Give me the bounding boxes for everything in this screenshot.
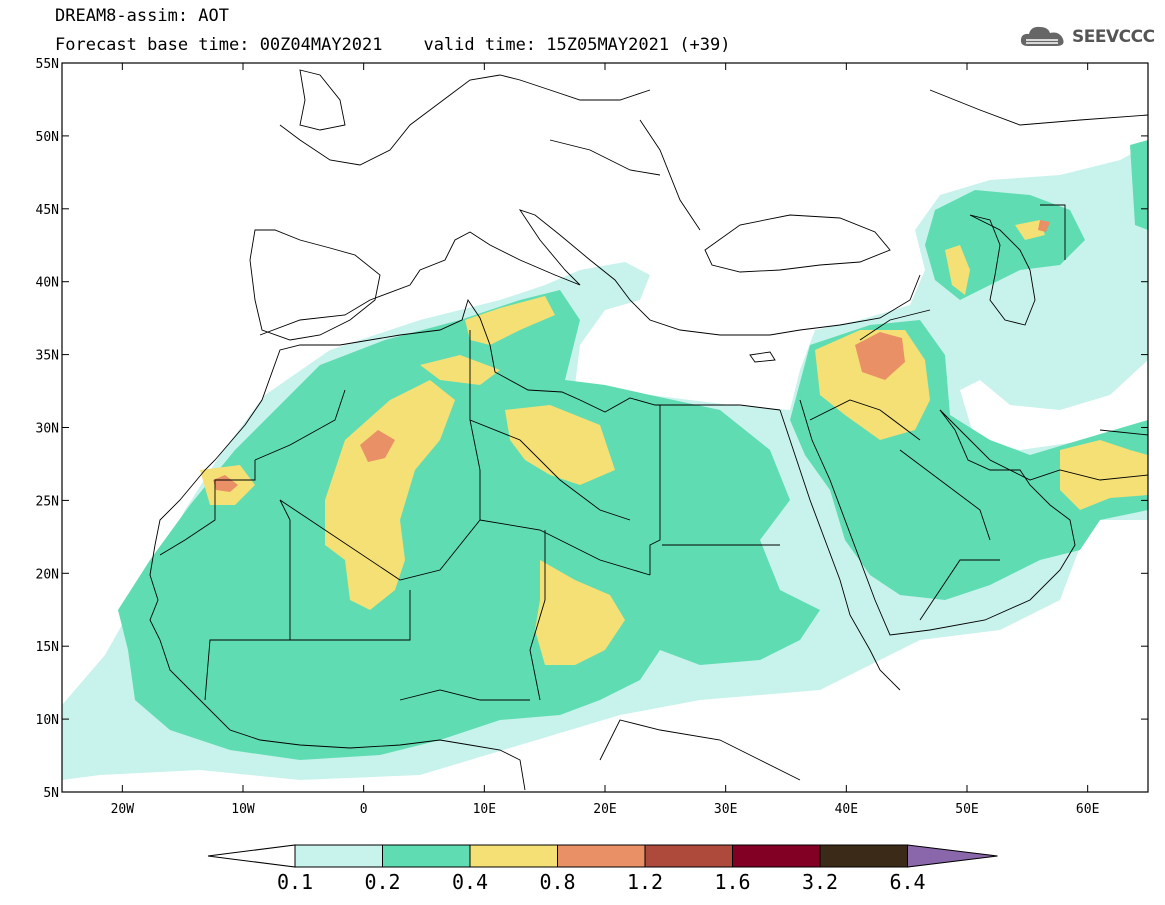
colorbar-segment (644, 844, 733, 868)
aot-contour-0.8 (213, 220, 1050, 492)
colorbar-label: 3.2 (802, 870, 838, 894)
red-sea-coast (779, 409, 901, 691)
border-10 (290, 590, 411, 641)
colorbar-segment (294, 844, 383, 868)
lon-tick-label: 60E (1076, 802, 1099, 817)
border-11 (399, 689, 530, 701)
west-africa-coast (149, 544, 526, 791)
border-7 (469, 419, 631, 521)
colorbar-label: 0.2 (364, 870, 400, 894)
aot-field (62, 140, 1148, 780)
lon-tick-label: 40E (835, 802, 858, 817)
colorbar-under-triangle (207, 844, 296, 868)
lat-tick-label: 40N (36, 276, 59, 291)
longitude-axis: 20W 10W 0 10E 20E 30E 40E 50E 60E (111, 63, 1099, 817)
lat-tick-label: 25N (36, 494, 59, 509)
border-13 (859, 309, 931, 341)
lat-tick-label: 20N (36, 567, 59, 582)
cyprus-outline (749, 351, 776, 363)
border-14 (919, 559, 1000, 621)
border-19 (929, 89, 1148, 126)
border-20 (639, 119, 701, 231)
coastlines-and-borders (149, 69, 1148, 791)
colorbar-label: 6.4 (889, 870, 925, 894)
lat-tick-label: 5N (43, 786, 59, 801)
cloud-icon (1020, 26, 1064, 46)
iberia-outline (249, 229, 381, 341)
colorbar-segment (469, 844, 558, 868)
colorbar: 0.1 0.2 0.4 0.8 1.2 1.6 3.2 6.4 (207, 844, 998, 894)
uk-outline (299, 69, 346, 131)
colorbar-label: 1.2 (627, 870, 663, 894)
seevccc-logo: SEEVCCC (1018, 24, 1155, 50)
logo-text: SEEVCCC (1072, 27, 1155, 47)
lat-tick-label: 50N (36, 130, 59, 145)
lat-tick-label: 15N (36, 640, 59, 655)
colorbar-segment (732, 844, 821, 868)
arabia-coast (799, 399, 1076, 636)
border-21 (549, 139, 661, 176)
lon-tick-label: 50E (955, 802, 978, 817)
border-12 (809, 399, 921, 441)
lat-tick-label: 45N (36, 203, 59, 218)
colorbar-segment (819, 844, 908, 868)
lat-tick-label: 35N (36, 349, 59, 364)
border-16 (1099, 429, 1148, 436)
colorbar-label: 1.6 (714, 870, 750, 894)
colorbar-label: 0.8 (539, 870, 575, 894)
lat-tick-label: 55N (36, 57, 59, 72)
lat-tick-label: 30N (36, 422, 59, 437)
colorbar-over-triangle (907, 844, 998, 868)
border-8 (529, 530, 546, 701)
lat-tick-label: 10N (36, 713, 59, 728)
border-5 (649, 405, 661, 575)
lon-tick-label: 20W (111, 802, 135, 817)
border-17 (899, 449, 991, 541)
lon-tick-label: 20E (593, 802, 616, 817)
border-6 (469, 330, 481, 520)
colorbar-label: 0.1 (277, 870, 313, 894)
caspian-sea-outline (969, 214, 1036, 326)
border-3 (254, 389, 346, 461)
north-africa-coast (154, 298, 781, 546)
lon-tick-label: 10W (231, 802, 255, 817)
black-sea-outline (704, 214, 891, 273)
europe-south-coast (259, 209, 921, 336)
lon-tick-label: 10E (473, 802, 496, 817)
border-18 (599, 719, 801, 781)
forecast-time-info: Forecast base time: 00Z04MAY2021 valid t… (55, 35, 731, 55)
iran-coast (939, 409, 1148, 481)
lon-tick-label: 30E (714, 802, 737, 817)
latitude-axis: 55N 50N 45N 40N 35N 30N 25N 20N 15N 10N 5N (36, 57, 1148, 801)
europe-north-coast (279, 74, 651, 166)
map-title: DREAM8-assim: AOT (55, 6, 229, 26)
border-1 (159, 460, 256, 556)
colorbar-segment (557, 844, 646, 868)
colorbar-segment (382, 844, 471, 868)
lon-tick-label: 0 (360, 802, 368, 817)
colorbar-label: 0.4 (452, 870, 488, 894)
border-15 (1040, 204, 1066, 260)
